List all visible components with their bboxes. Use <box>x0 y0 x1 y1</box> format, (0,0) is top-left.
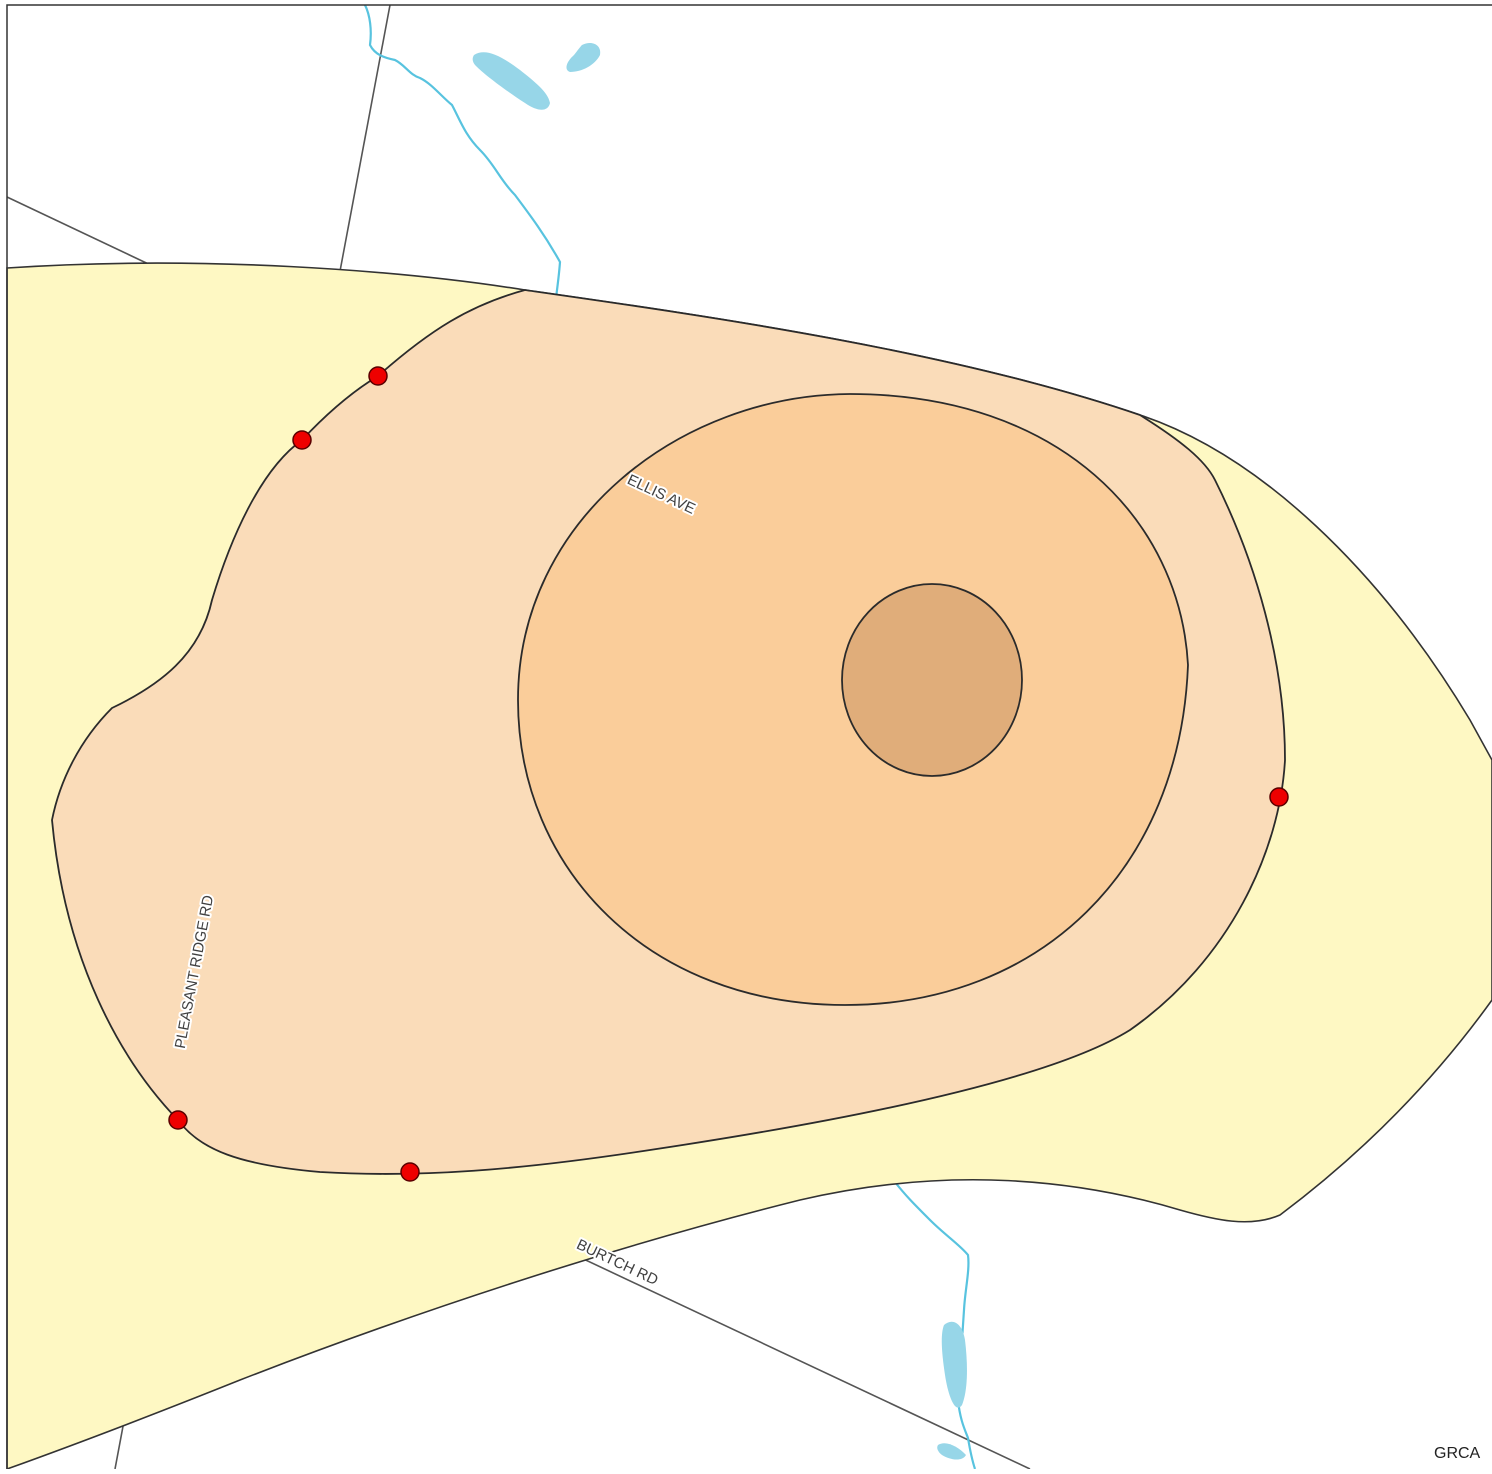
water-bodies <box>472 43 967 1460</box>
intersection-marker <box>168 1110 188 1130</box>
intersection-marker <box>400 1162 420 1182</box>
map-border <box>6 4 1492 1474</box>
intersection-markers <box>168 366 1289 1182</box>
intersection-marker <box>1269 787 1289 807</box>
map-credit: GRCA <box>1434 1445 1481 1462</box>
intersection-marker <box>368 366 388 386</box>
intersection-marker <box>292 430 312 450</box>
